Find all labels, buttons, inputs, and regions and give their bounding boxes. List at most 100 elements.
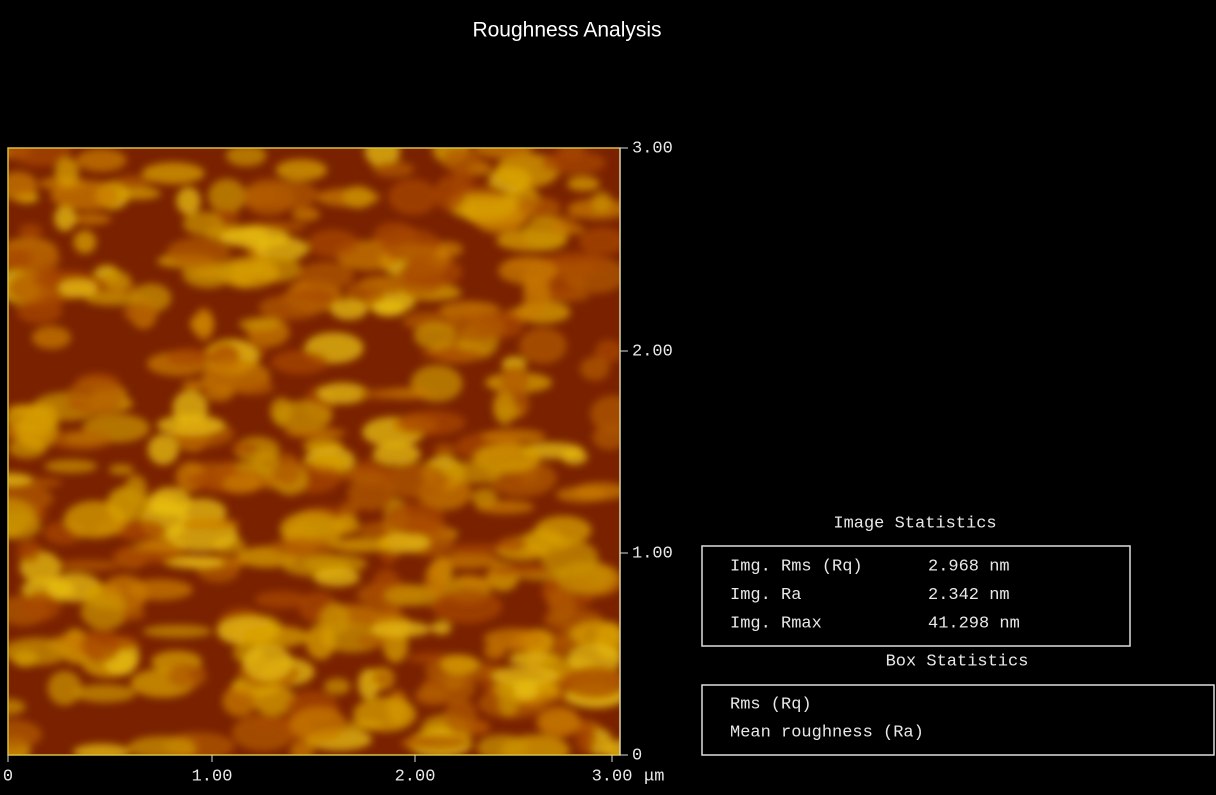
texture-blob xyxy=(232,380,274,395)
texture-blob xyxy=(548,587,575,622)
texture-blob xyxy=(372,300,406,317)
texture-blob xyxy=(353,697,416,732)
stat-value: 41.298 nm xyxy=(928,614,1020,633)
title: Roughness Analysis xyxy=(472,19,661,42)
texture-blob xyxy=(298,521,342,536)
stat-label: Img. Rms (Rq) xyxy=(730,557,863,576)
texture-blob xyxy=(115,187,161,199)
texture-blob xyxy=(244,626,310,647)
texture-blob xyxy=(500,365,530,395)
texture-blob xyxy=(563,666,629,699)
texture-blob xyxy=(73,230,96,253)
texture-blob xyxy=(219,227,289,248)
texture-blob xyxy=(48,671,82,706)
texture-blob xyxy=(298,262,354,289)
texture-blob xyxy=(243,179,295,216)
texture-blob xyxy=(64,501,126,538)
texture-blob xyxy=(81,628,121,662)
texture-blob xyxy=(348,476,395,510)
texture-blob xyxy=(556,487,608,503)
texture-blob xyxy=(358,669,379,700)
texture-blob xyxy=(306,624,335,659)
texture-blob xyxy=(405,734,469,749)
texture-blob xyxy=(471,488,497,507)
texture-blob xyxy=(32,326,71,349)
texture-blob xyxy=(51,430,111,450)
texture-blob xyxy=(255,591,309,608)
texture-blob xyxy=(194,308,214,341)
texture-blob xyxy=(519,328,567,364)
texture-blob xyxy=(548,224,585,234)
texture-blob xyxy=(481,429,545,443)
texture-blob xyxy=(259,295,323,319)
texture-blob xyxy=(535,516,592,545)
texture-blob xyxy=(357,389,401,399)
texture-blob xyxy=(166,238,230,268)
texture-blob xyxy=(331,299,368,319)
texture-blob xyxy=(276,159,328,181)
texture-blob xyxy=(591,192,612,214)
texture-blob xyxy=(483,628,545,649)
stats-heading: Image Statistics xyxy=(833,514,996,533)
x-unit: μm xyxy=(644,767,664,786)
texture-blob xyxy=(54,205,76,231)
texture-blob xyxy=(425,562,448,594)
texture-blob xyxy=(17,540,40,563)
texture-blob xyxy=(447,461,502,483)
y-tick-label: 2.00 xyxy=(632,342,673,361)
texture-blob xyxy=(343,186,374,209)
texture-blob xyxy=(167,663,206,689)
texture-blob xyxy=(431,590,502,624)
screen: Roughness Analysis 3.002.001.00001.002.0… xyxy=(0,0,1216,795)
texture-blob xyxy=(55,560,121,571)
afm-image xyxy=(0,132,635,767)
texture-blob xyxy=(444,698,476,735)
texture-blob xyxy=(2,638,71,666)
texture-blob xyxy=(455,577,500,588)
texture-blob xyxy=(402,255,463,288)
texture-blob xyxy=(369,674,395,685)
texture-blob xyxy=(272,401,332,432)
texture-blob xyxy=(232,442,258,454)
texture-blob xyxy=(114,176,154,188)
y-tick-label: 1.00 xyxy=(632,544,673,563)
texture-blob xyxy=(443,147,480,173)
texture-blob xyxy=(324,678,351,695)
texture-blob xyxy=(123,301,158,323)
texture-blob xyxy=(385,503,444,536)
texture-blob xyxy=(109,464,134,475)
x-tick-label: 0 xyxy=(3,767,13,786)
texture-blob xyxy=(308,230,359,258)
texture-blob xyxy=(487,564,552,576)
texture-blob xyxy=(143,625,212,638)
stat-label: Rms (Rq) xyxy=(730,695,812,714)
texture-blob xyxy=(149,487,191,516)
texture-blob xyxy=(285,428,345,438)
texture-blob xyxy=(252,450,279,474)
texture-blob xyxy=(292,207,320,221)
texture-blob xyxy=(105,271,132,291)
texture-blob xyxy=(331,538,391,553)
texture-blob xyxy=(59,279,98,297)
texture-blob xyxy=(579,227,626,255)
texture-blob xyxy=(567,177,600,192)
texture-blob xyxy=(243,644,293,681)
texture-blob xyxy=(539,709,581,736)
texture-blob xyxy=(313,568,360,586)
texture-blob xyxy=(414,322,456,350)
x-tick-label: 1.00 xyxy=(192,767,233,786)
texture-blob xyxy=(76,149,126,172)
texture-blob xyxy=(183,212,224,236)
texture-blob xyxy=(223,474,261,493)
stat-label: Img. Ra xyxy=(730,586,801,605)
stat-value: 2.342 nm xyxy=(928,586,1010,605)
texture-blob xyxy=(44,460,97,473)
texture-blob xyxy=(494,392,516,426)
texture-blob xyxy=(370,621,431,637)
texture-blob xyxy=(440,654,478,674)
texture-blob xyxy=(388,179,437,215)
texture-blob xyxy=(269,538,334,558)
texture-blob xyxy=(73,684,135,702)
texture-blob xyxy=(513,681,537,700)
x-tick-label: 3.00 xyxy=(592,767,633,786)
